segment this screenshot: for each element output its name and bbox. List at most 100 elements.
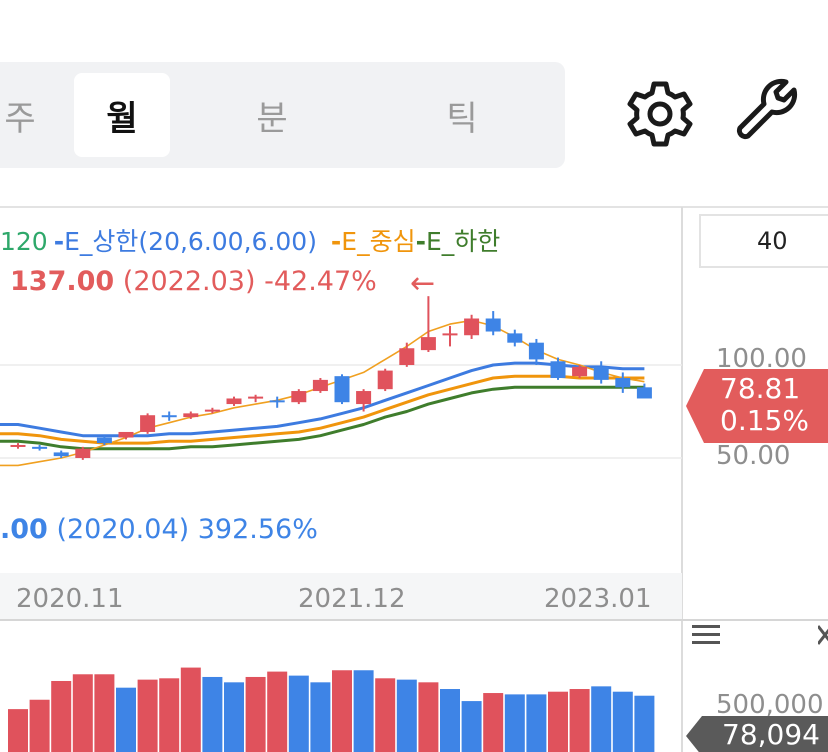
- volume-bar: [548, 691, 568, 752]
- candle-body: [161, 415, 177, 418]
- candle-body: [118, 431, 134, 438]
- candle-body: [399, 348, 415, 365]
- high-arrow-icon: ←: [410, 266, 436, 301]
- volume-bar: [29, 699, 50, 752]
- legend-lower: E_하한: [425, 227, 501, 256]
- current-price-value: 78.81: [720, 372, 801, 405]
- candle-body: [32, 446, 48, 449]
- candle-body: [442, 333, 458, 336]
- candle-body: [269, 400, 285, 403]
- volume-bar: [116, 687, 136, 752]
- current-price-tag: 78.81 0.15%: [686, 369, 828, 443]
- candle-body: [420, 337, 436, 351]
- volume-bar: [224, 682, 244, 752]
- volume-bar: [440, 689, 460, 752]
- candle-body: [615, 378, 631, 388]
- volume-bar: [288, 675, 309, 752]
- candle-body: [312, 379, 328, 392]
- volume-bar: [418, 682, 439, 752]
- gear-icon[interactable]: [624, 78, 696, 150]
- volume-bar: [591, 686, 612, 752]
- legend-dash-center: -: [330, 227, 342, 256]
- volume-tick-500000: 500,000: [716, 690, 824, 720]
- candle-body: [10, 444, 26, 447]
- volume-bar: [353, 670, 374, 752]
- candle-body: [291, 391, 307, 403]
- close-icon[interactable]: [818, 624, 828, 646]
- volume-bar: [396, 679, 417, 752]
- tab-minute[interactable]: 분: [256, 98, 288, 139]
- high-value: 137.00: [10, 266, 115, 297]
- current-volume-value: 78,094: [722, 718, 820, 751]
- candle-body: [507, 333, 523, 343]
- legend-dash-lower: -: [415, 227, 426, 256]
- candlestick-series: [10, 296, 652, 460]
- tab-tick[interactable]: 틱: [446, 98, 478, 139]
- x-tick-2023-01: 2023.01: [544, 584, 652, 614]
- candle-body: [183, 413, 199, 418]
- candle-body: [485, 318, 501, 332]
- low-detail: (2020.04) 392.56%: [56, 514, 318, 545]
- series-line-2: [0, 385, 645, 451]
- volume-bar: [375, 678, 396, 752]
- candle-body: [248, 396, 264, 399]
- volume-bar: [8, 709, 28, 752]
- current-price-text: 78.81 0.15%: [720, 373, 809, 437]
- period-tab-bar: 주 월 분 틱: [0, 62, 565, 168]
- candle-body: [528, 342, 544, 360]
- volume-bar: [483, 693, 504, 752]
- candle-body: [204, 409, 220, 412]
- low-annotation: .00 (2020.04) 392.56%: [0, 514, 318, 545]
- candle-body: [53, 452, 69, 457]
- x-tick-2021-12: 2021.12: [298, 584, 406, 614]
- tab-week[interactable]: 주: [4, 98, 36, 139]
- legend-ma120: 120: [0, 227, 48, 256]
- volume-bar: [612, 691, 633, 752]
- series-line-0: [0, 361, 645, 438]
- high-annotation: 137.00 (2022.03) -42.47%: [10, 266, 377, 297]
- volume-bars: [8, 667, 655, 752]
- candle-body: [334, 376, 350, 403]
- volume-bar: [461, 701, 482, 752]
- volume-bar: [94, 674, 115, 752]
- volume-bar: [332, 670, 352, 752]
- volume-bar: [180, 667, 201, 752]
- candle-body: [377, 370, 393, 390]
- candle-body: [572, 366, 588, 377]
- volume-bar: [72, 674, 93, 752]
- volume-bar: [245, 676, 266, 752]
- volume-bar: [137, 679, 158, 752]
- menu-icon[interactable]: [692, 624, 720, 646]
- tab-month[interactable]: 월: [74, 73, 170, 157]
- low-value: .00: [0, 514, 48, 545]
- envelope-lines: [0, 319, 645, 467]
- volume-bar: [526, 694, 547, 752]
- candle-body: [140, 415, 156, 432]
- current-price-change: 0.15%: [720, 404, 809, 437]
- price-tick-50: 50.00: [716, 441, 791, 471]
- candle-body: [226, 398, 242, 405]
- candle-body: [550, 361, 566, 379]
- volume-bar: [504, 694, 525, 752]
- legend-dash-upper: -: [53, 227, 65, 256]
- volume-bar: [569, 689, 590, 752]
- volume-bar: [51, 680, 72, 752]
- candle-body: [593, 366, 609, 380]
- period-input[interactable]: 40: [699, 214, 828, 268]
- x-axis-band: [0, 573, 682, 619]
- period-input-value: 40: [757, 227, 788, 255]
- x-tick-2020-11: 2020.11: [16, 584, 124, 614]
- current-volume-tag: 78,094: [686, 716, 828, 752]
- wrench-icon[interactable]: [734, 78, 806, 150]
- high-detail: (2022.03) -42.47%: [122, 266, 377, 297]
- chart-canvas[interactable]: [0, 205, 828, 752]
- candle-body: [464, 318, 480, 336]
- volume-bar: [310, 682, 331, 752]
- volume-bar: [159, 678, 180, 752]
- volume-bar: [267, 671, 288, 752]
- volume-bar: [202, 676, 223, 752]
- candle-body: [96, 437, 112, 444]
- legend-upper: E_상한(20,6.00,6.00): [64, 227, 317, 256]
- indicator-legend: 120 -E_상한(20,6.00,6.00) -E_중심-E_하한: [0, 222, 506, 258]
